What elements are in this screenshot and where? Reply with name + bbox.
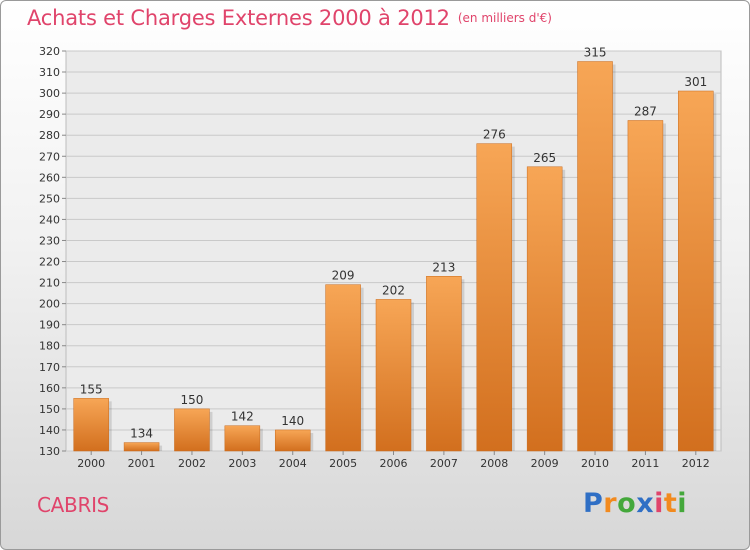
bar-value-label: 142 xyxy=(231,410,254,424)
bar-2002 xyxy=(174,408,210,452)
bar-2000 xyxy=(73,398,109,452)
y-tick-label: 290 xyxy=(39,108,60,121)
bar-2011 xyxy=(627,120,664,452)
y-tick-label: 280 xyxy=(39,129,60,142)
x-tick-label: 2005 xyxy=(329,457,357,470)
bar-2005 xyxy=(325,284,361,452)
x-tick-label: 2008 xyxy=(480,457,508,470)
x-tick-label: 2003 xyxy=(228,457,256,470)
brand-letter: i xyxy=(677,488,688,519)
x-tick-label: 2011 xyxy=(631,457,659,470)
y-tick-label: 300 xyxy=(39,87,60,100)
x-tick-label: 2000 xyxy=(77,457,105,470)
bar-value-label: 155 xyxy=(80,382,103,396)
brand-letter: P xyxy=(583,488,604,519)
bar-value-label: 213 xyxy=(432,260,455,274)
bar-value-label: 150 xyxy=(181,393,204,407)
y-tick-label: 250 xyxy=(39,192,60,205)
brand-letter: r xyxy=(603,488,618,519)
commune-name: CABRIS xyxy=(37,493,110,517)
brand-letter: t xyxy=(663,488,678,519)
brand-letter: o xyxy=(617,488,637,519)
bar-2001 xyxy=(123,442,160,452)
bar-value-label: 276 xyxy=(483,128,506,142)
y-tick-label: 310 xyxy=(39,66,60,79)
bar-2010 xyxy=(577,61,613,452)
bar-value-label: 315 xyxy=(584,46,607,60)
y-tick-label: 150 xyxy=(39,403,60,416)
bar-value-label: 287 xyxy=(634,104,657,118)
y-tick-label: 180 xyxy=(39,340,60,353)
chart-subtitle: (en milliers d'€) xyxy=(457,11,552,25)
bar-value-label: 140 xyxy=(281,414,304,428)
x-tick-label: 2007 xyxy=(430,457,458,470)
bar-value-label: 209 xyxy=(332,269,355,283)
y-tick-label: 320 xyxy=(39,45,60,58)
bar-2004 xyxy=(274,429,311,452)
bar-2006 xyxy=(375,299,412,452)
bar-2003 xyxy=(224,425,261,452)
title-row: Achats et Charges Externes 2000 à 2012 (e… xyxy=(27,6,552,30)
x-tick-label: 2010 xyxy=(581,457,609,470)
y-tick-label: 170 xyxy=(39,361,60,374)
bar-2008 xyxy=(476,143,513,452)
x-tick-label: 2004 xyxy=(279,457,307,470)
y-tick-label: 200 xyxy=(39,298,60,311)
x-tick-label: 2012 xyxy=(682,457,710,470)
x-tick-label: 2006 xyxy=(380,457,408,470)
bar-value-label: 265 xyxy=(533,151,556,165)
y-tick-label: 160 xyxy=(39,382,60,395)
brand-letter: x xyxy=(636,488,655,519)
x-tick-label: 2001 xyxy=(128,457,156,470)
chart-title: Achats et Charges Externes 2000 à 2012 xyxy=(27,6,450,30)
y-tick-label: 140 xyxy=(39,424,60,437)
bar-2007 xyxy=(426,276,462,452)
y-tick-label: 240 xyxy=(39,213,60,226)
bar-value-label: 134 xyxy=(130,427,153,441)
y-tick-label: 260 xyxy=(39,171,60,184)
bar-2009 xyxy=(526,166,563,452)
brand-letter: i xyxy=(654,488,664,519)
bar-value-label: 202 xyxy=(382,283,405,297)
y-tick-label: 230 xyxy=(39,234,60,247)
y-tick-label: 220 xyxy=(39,256,60,269)
y-tick-label: 130 xyxy=(39,445,60,458)
x-tick-label: 2009 xyxy=(531,457,559,470)
bar-2012 xyxy=(678,90,714,452)
proxiti-logo: Proxiti xyxy=(583,488,687,519)
y-tick-label: 270 xyxy=(39,150,60,163)
y-tick-label: 210 xyxy=(39,277,60,290)
y-tick-label: 190 xyxy=(39,319,60,332)
bar-value-label: 301 xyxy=(684,75,707,89)
x-tick-label: 2002 xyxy=(178,457,206,470)
